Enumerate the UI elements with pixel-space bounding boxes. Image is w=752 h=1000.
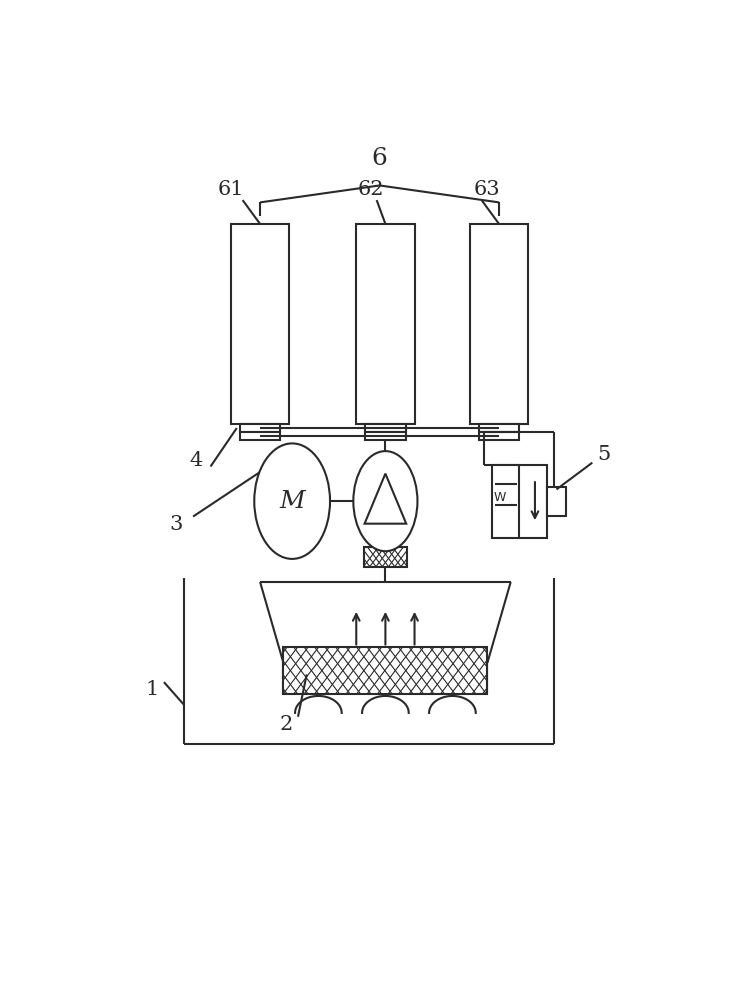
Polygon shape [365, 432, 406, 440]
Polygon shape [363, 547, 408, 567]
Text: 6: 6 [371, 147, 387, 170]
Ellipse shape [353, 451, 417, 551]
Ellipse shape [254, 443, 330, 559]
Polygon shape [479, 424, 520, 432]
Polygon shape [365, 424, 406, 432]
Text: 4: 4 [190, 451, 202, 470]
Polygon shape [470, 224, 528, 424]
Text: 3: 3 [169, 515, 182, 534]
Text: W: W [494, 491, 506, 504]
Polygon shape [479, 432, 520, 440]
Text: 5: 5 [597, 445, 611, 464]
Polygon shape [284, 647, 487, 694]
Text: 61: 61 [217, 180, 244, 199]
Polygon shape [492, 465, 547, 538]
Polygon shape [356, 224, 414, 424]
Text: 62: 62 [358, 180, 384, 199]
Text: 63: 63 [474, 180, 501, 199]
Polygon shape [547, 487, 566, 516]
Polygon shape [231, 224, 290, 424]
Text: M: M [279, 490, 305, 513]
Text: 1: 1 [146, 680, 159, 699]
Polygon shape [240, 424, 280, 432]
Text: 2: 2 [280, 715, 293, 734]
Polygon shape [240, 432, 280, 440]
